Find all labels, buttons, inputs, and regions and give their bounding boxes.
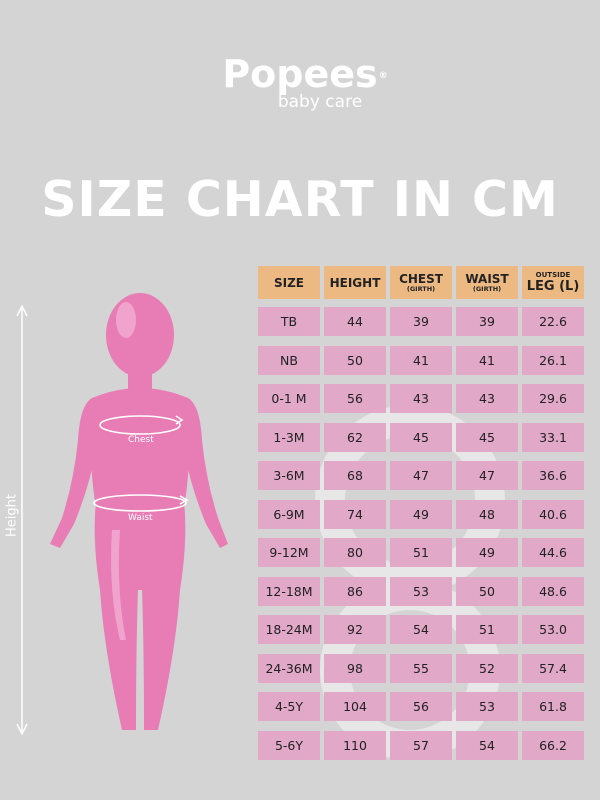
waist-label: Waist (128, 513, 153, 523)
header-sup: OUTSIDE (535, 271, 571, 279)
table-cell: 18-24M (258, 615, 320, 644)
table-cell: 45 (390, 422, 452, 452)
registered-mark: ® (378, 71, 388, 81)
table-cell: 68 (324, 461, 386, 490)
table-cell: 3-6M (258, 461, 320, 490)
table-cell: 43 (390, 384, 452, 413)
table-cell: 0-1 M (258, 384, 320, 413)
table-cell: 56 (324, 384, 386, 413)
table-cell: 53.0 (522, 615, 584, 644)
table-cell: 5-6Y (258, 730, 320, 760)
table-cell: 52 (456, 653, 518, 683)
brand-logo: Popees ® baby care (0, 52, 600, 112)
table-cell: 6-9M (258, 499, 320, 529)
table-cell: 39 (456, 307, 518, 336)
table-cell: 57 (390, 730, 452, 760)
table-cell: 4-5Y (258, 692, 320, 721)
table-cell: 47 (456, 461, 518, 490)
header-label: CHEST (399, 271, 443, 286)
header-cell: HEIGHT (324, 266, 386, 299)
table-cell: 54 (390, 615, 452, 644)
header-cell: CHEST (GIRTH) (390, 266, 452, 299)
height-arrow (16, 304, 28, 736)
table-cell: 9-12M (258, 538, 320, 567)
table-cell: 53 (456, 692, 518, 721)
header-label: SIZE (273, 275, 304, 290)
table-cell: 24-36M (258, 653, 320, 683)
brand-tagline: baby care (277, 92, 363, 112)
table-cell: 62 (324, 422, 386, 452)
table-cell: 48 (456, 499, 518, 529)
table-cell: 43 (456, 384, 518, 413)
table-cell: 86 (324, 576, 386, 606)
chest-label: Chest (128, 435, 154, 445)
table-cell: 110 (324, 730, 386, 760)
table-cell: 12-18M (258, 576, 320, 606)
table-cell: 53 (390, 576, 452, 606)
header-cell: SIZE (258, 266, 320, 299)
table-cell: 74 (324, 499, 386, 529)
table-cell: 66.2 (522, 730, 584, 760)
table-cell: 104 (324, 692, 386, 721)
table-cell: 33.1 (522, 422, 584, 452)
table-cell: 51 (456, 615, 518, 644)
table-cell: 92 (324, 615, 386, 644)
header-label: WAIST (465, 271, 509, 286)
table-cell: 50 (324, 345, 386, 375)
page-title: SIZE CHART IN CM (41, 171, 559, 228)
table-cell: 56 (390, 692, 452, 721)
table-cell: 49 (456, 538, 518, 567)
header-cell: OUTSIDE LEG (L) (522, 266, 584, 299)
table-cell: 41 (390, 345, 452, 375)
table-cell: 55 (390, 653, 452, 683)
table-cell: 22.6 (522, 307, 584, 336)
header-label: HEIGHT (329, 275, 381, 290)
brand-name: Popees (222, 52, 378, 96)
table-cell: 47 (390, 461, 452, 490)
table-cell: 48.6 (522, 576, 584, 606)
table-cell: 80 (324, 538, 386, 567)
table-cell: NB (258, 345, 320, 375)
child-figure (50, 293, 228, 730)
table-cell: 36.6 (522, 461, 584, 490)
table-cell: 45 (456, 422, 518, 452)
table-cell: 49 (390, 499, 452, 529)
table-cell: 44.6 (522, 538, 584, 567)
table-cell: 98 (324, 653, 386, 683)
header-label: LEG (L) (526, 279, 580, 294)
table-cell: 1-3M (258, 422, 320, 452)
table-cell: 51 (390, 538, 452, 567)
table-cell: 50 (456, 576, 518, 606)
header-sublabel: (GIRTH) (406, 284, 436, 293)
table-cell: 40.6 (522, 499, 584, 529)
table-cell: 54 (456, 730, 518, 760)
table-cell: 61.8 (522, 692, 584, 721)
table-cell: 41 (456, 345, 518, 375)
table-cell: 29.6 (522, 384, 584, 413)
header-cell: WAIST (GIRTH) (456, 266, 518, 299)
table-cell: 39 (390, 307, 452, 336)
table-cell: 57.4 (522, 653, 584, 683)
header-sublabel: (GIRTH) (472, 284, 502, 293)
table-cell: 44 (324, 307, 386, 336)
table-cell: 26.1 (522, 345, 584, 375)
height-label: Height (4, 494, 20, 537)
table-cell: TB (258, 307, 320, 336)
